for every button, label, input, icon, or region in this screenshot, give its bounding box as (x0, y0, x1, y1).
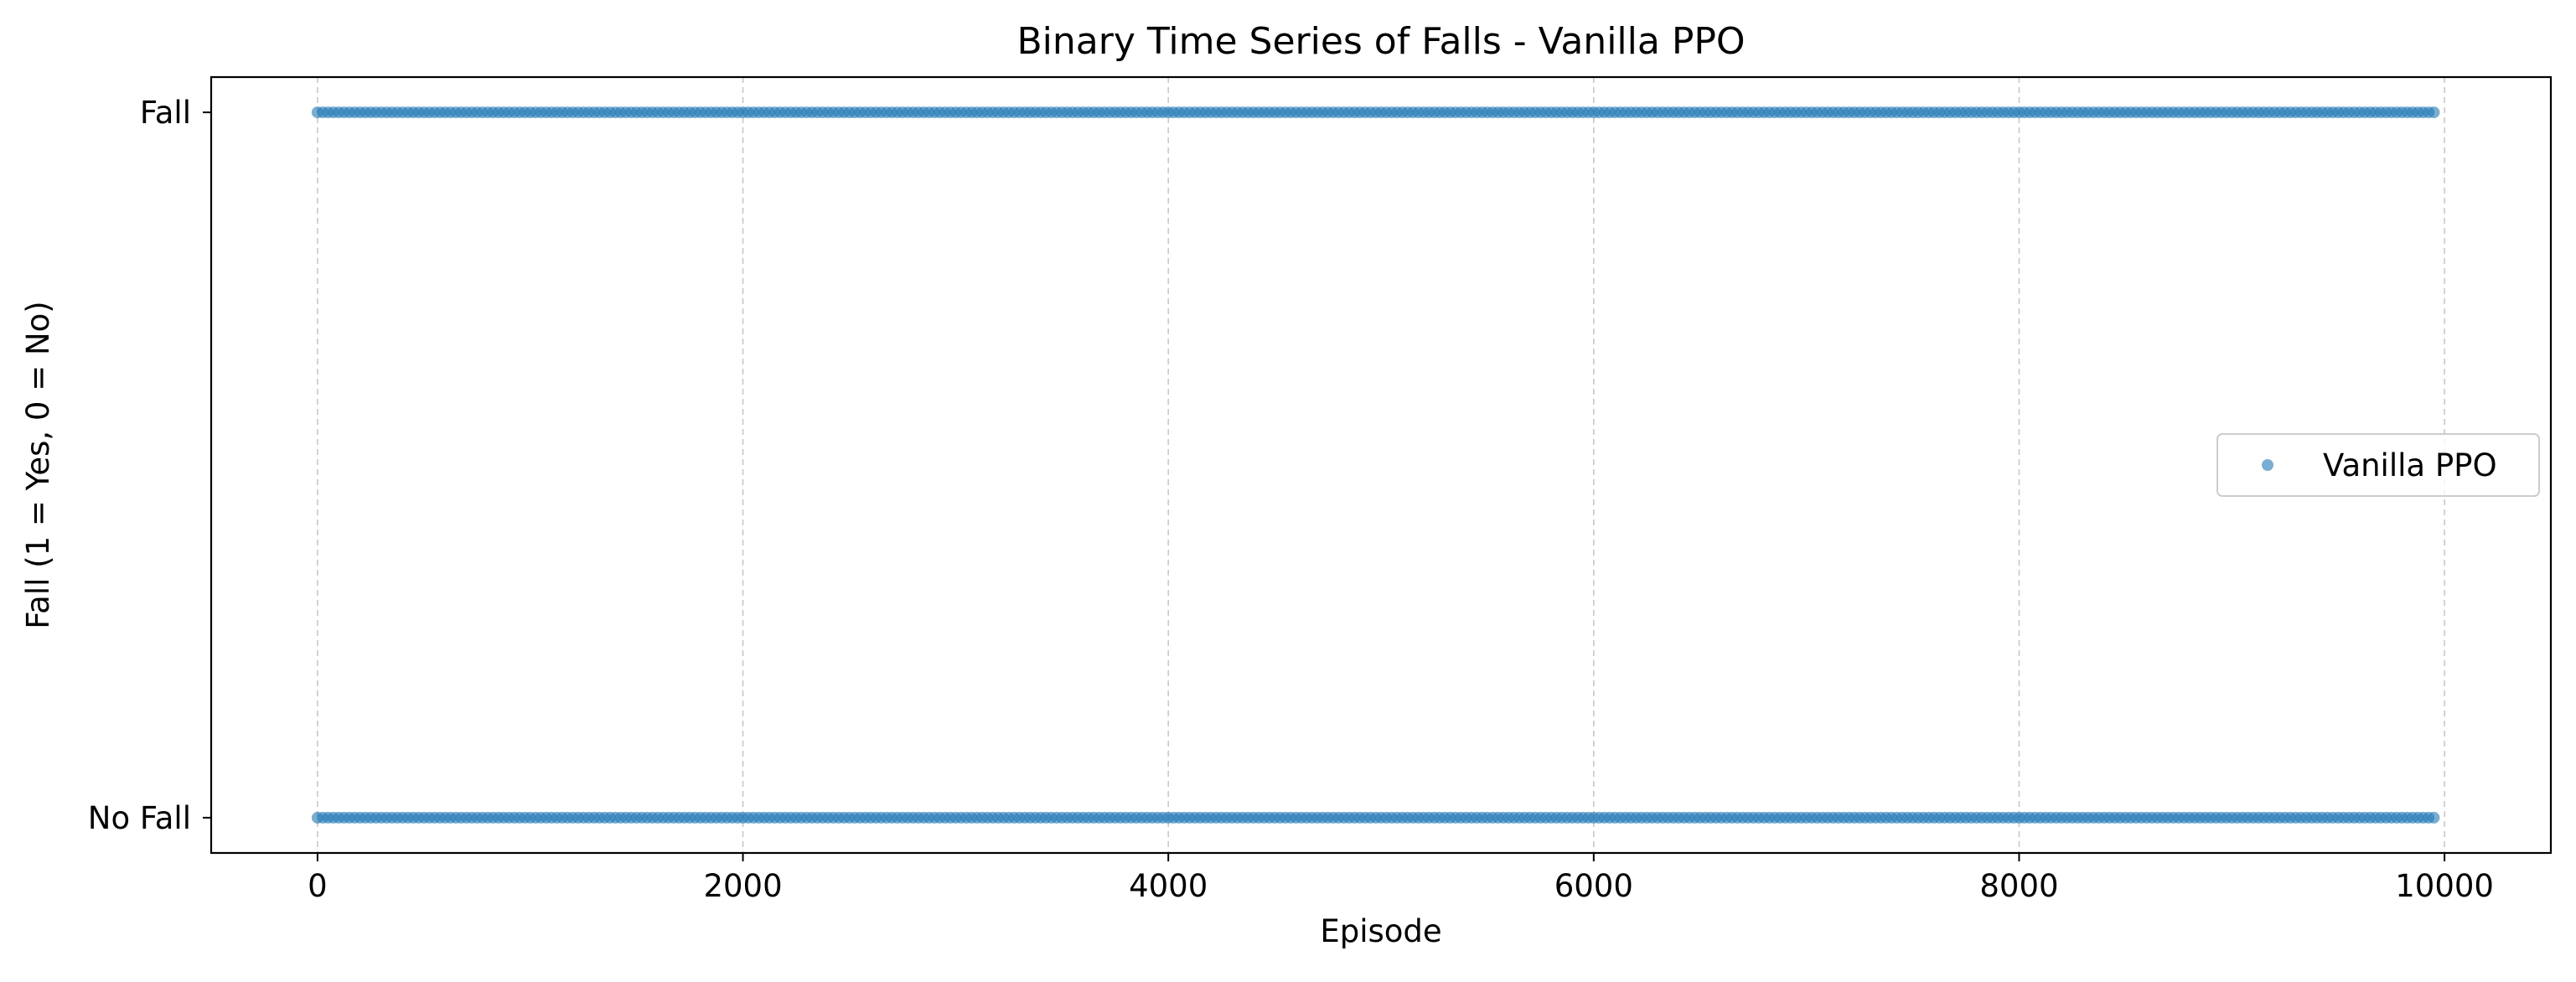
data-point (2428, 106, 2440, 119)
x-tick-label: 2000 (703, 868, 782, 904)
x-tick-label: 8000 (1979, 868, 2058, 904)
x-axis-label: Episode (1320, 913, 1441, 949)
legend-marker (2262, 459, 2273, 471)
x-tick-label: 4000 (1129, 868, 1208, 904)
y-tick-label: Fall (140, 95, 191, 131)
ticks-layer: 0 2000 4000 6000 8000 10000 No Fall Fall (88, 95, 2494, 904)
points-layer (311, 106, 2440, 824)
y-tick-label: No Fall (88, 800, 191, 836)
x-tick-label: 6000 (1554, 868, 1633, 904)
x-tick-label: 0 (308, 868, 328, 904)
legend-box (2216, 433, 2540, 497)
legend-label: Vanilla PPO (2323, 447, 2497, 483)
legend: Vanilla PPO (2216, 433, 2540, 497)
chart-title: Binary Time Series of Falls - Vanilla PP… (1016, 20, 1745, 63)
data-point (2428, 811, 2440, 824)
plot-frame (209, 75, 2553, 855)
x-tick-label: 10000 (2395, 868, 2494, 904)
y-axis-label: Fall (1 = Yes, 0 = No) (20, 301, 56, 628)
